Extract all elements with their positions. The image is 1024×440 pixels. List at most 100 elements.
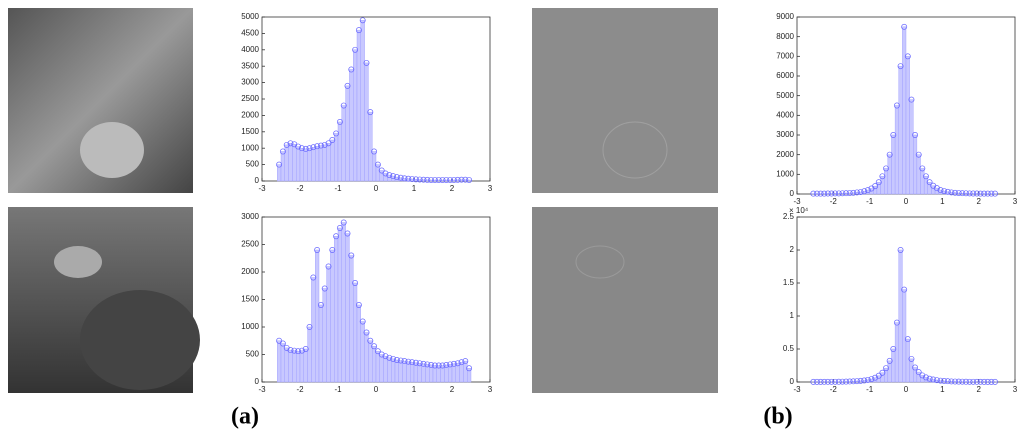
y-tick-label: 1500: [241, 127, 259, 136]
bin-marker: [424, 361, 431, 368]
bin-marker: [908, 355, 915, 362]
bin-marker: [295, 143, 302, 150]
bin-marker: [828, 378, 835, 385]
bin-marker: [839, 190, 846, 197]
bar: [337, 121, 342, 182]
bin-marker: [428, 177, 435, 183]
bin-marker: [310, 144, 317, 151]
bin-marker: [897, 247, 904, 253]
bin-marker: [861, 377, 868, 384]
bin-marker: [420, 360, 427, 367]
y-tick-label: 0.5: [783, 344, 795, 353]
bar: [905, 56, 910, 195]
bar: [299, 147, 304, 182]
x-tick-label: 3: [488, 184, 493, 193]
bar: [920, 168, 925, 195]
bin-marker: [462, 358, 469, 365]
y-tick-label: 1: [790, 311, 795, 320]
bin-marker: [325, 140, 332, 147]
bin-marker: [378, 167, 385, 174]
panel-label: (a): [231, 404, 259, 430]
bin-marker: [435, 362, 442, 369]
bin-marker: [431, 362, 438, 369]
bar: [902, 289, 907, 383]
bin-marker: [973, 378, 980, 385]
y-tick-label: 8000: [776, 32, 794, 41]
x-tick-label: 0: [904, 385, 909, 394]
bin-marker: [970, 378, 977, 385]
y-tick-label: 2500: [241, 240, 259, 249]
bar: [315, 146, 320, 182]
y-tick-label: 2000: [241, 267, 259, 276]
bin-marker: [926, 375, 933, 382]
bar: [307, 147, 312, 182]
filtered-fish: [532, 207, 718, 393]
bin-marker: [401, 358, 408, 365]
bin-marker: [933, 377, 940, 384]
bar: [368, 111, 373, 182]
bin-marker: [810, 378, 817, 385]
bin-marker: [821, 190, 828, 197]
bin-marker: [287, 140, 294, 147]
bin-marker: [832, 190, 839, 197]
x-tick-label: 2: [450, 184, 455, 193]
bin-marker: [340, 219, 347, 226]
bar: [326, 143, 331, 182]
bin-marker: [276, 337, 283, 344]
bar: [337, 227, 342, 383]
bar: [349, 255, 354, 383]
x-tick-label: 0: [374, 385, 379, 394]
y-tick-label: 0: [790, 377, 795, 386]
bin-marker: [374, 348, 381, 355]
bin-marker: [955, 378, 962, 385]
y-tick-label: 0: [790, 189, 795, 198]
bin-marker: [872, 374, 879, 381]
bin-marker: [298, 347, 305, 354]
bar: [927, 181, 932, 195]
bin-marker: [810, 190, 817, 197]
bar: [299, 350, 304, 383]
bin-marker: [959, 190, 966, 197]
bin-marker: [412, 359, 419, 366]
y-tick-label: 3000: [241, 212, 259, 221]
bin-marker: [864, 376, 871, 383]
bar: [909, 99, 914, 195]
bar: [334, 236, 339, 383]
bin-marker: [926, 179, 933, 186]
bar: [315, 249, 320, 383]
photo-detail: [575, 245, 625, 279]
bin-marker: [466, 365, 473, 372]
bar: [356, 304, 361, 383]
bin-marker: [314, 247, 321, 253]
bin-marker: [861, 188, 868, 195]
bin-marker: [439, 177, 446, 183]
bar: [318, 145, 323, 182]
bar: [884, 168, 889, 195]
bin-marker: [344, 230, 351, 237]
bin-marker: [850, 378, 857, 385]
y-tick-label: 2000: [776, 150, 794, 159]
x-tick-label: -2: [830, 197, 838, 206]
bin-marker: [295, 348, 302, 355]
bar: [311, 147, 316, 182]
bin-marker: [912, 132, 919, 138]
bin-marker: [864, 187, 871, 194]
bin-marker: [363, 59, 370, 66]
bin-marker: [923, 374, 929, 381]
bin-marker: [348, 66, 355, 73]
bin-marker: [325, 263, 332, 270]
bar: [322, 144, 327, 182]
bin-marker: [984, 378, 991, 385]
bin-marker: [919, 372, 926, 379]
y-tick-label: 5000: [776, 91, 794, 100]
y-tick-label: 6000: [776, 71, 794, 80]
bin-marker: [283, 141, 290, 148]
bin-marker: [450, 360, 457, 367]
bin-marker: [941, 378, 948, 384]
bar: [398, 360, 403, 383]
bar: [387, 357, 392, 383]
bin-marker: [454, 176, 461, 183]
bar: [463, 360, 468, 383]
y-tick-label: 0: [255, 377, 260, 386]
bin-marker: [317, 142, 324, 149]
